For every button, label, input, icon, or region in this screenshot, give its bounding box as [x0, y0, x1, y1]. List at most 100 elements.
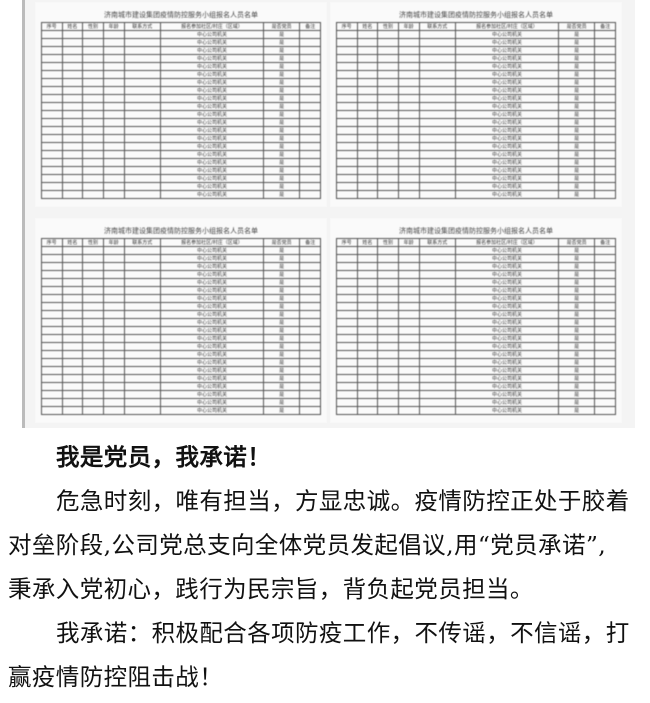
table-row: 中心公司机关是 [335, 38, 617, 47]
table-header: 联系方式 [123, 238, 162, 247]
table-header: 报名参加社区/村庄（区域） [160, 22, 264, 31]
table-row: 中心公司机关是 [40, 334, 322, 343]
table-row: 中心公司机关是 [335, 406, 617, 415]
table-row: 中心公司机关是 [40, 278, 322, 287]
table-row: 中心公司机关是 [335, 366, 617, 375]
table-row: 中心公司机关是 [40, 390, 322, 399]
sheet-title: 济南城市建设集团疫情防控服务小组报名人员名单 [104, 227, 258, 235]
table-row: 中心公司机关是 [40, 182, 322, 191]
table-header: 年龄 [102, 238, 125, 247]
table-row: 中心公司机关是 [335, 374, 617, 383]
table-row: 中心公司机关是 [335, 278, 617, 287]
table-row: 中心公司机关是 [335, 102, 617, 111]
table-row: 中心公司机关是 [40, 30, 322, 39]
table-row: 中心公司机关是 [335, 150, 617, 159]
table-row: 中心公司机关是 [335, 134, 617, 143]
table-row: 中心公司机关是 [335, 326, 617, 335]
table-row: 中心公司机关是 [40, 158, 322, 167]
table-row: 中心公司机关是 [40, 46, 322, 55]
table-row: 中心公司机关是 [40, 318, 322, 327]
table-row: 中心公司机关是 [40, 142, 322, 151]
table-row: 中心公司机关是 [40, 150, 322, 159]
sheet-title: 济南城市建设集团疫情防控服务小组报名人员名单 [399, 11, 553, 19]
table-header: 备注 [594, 238, 617, 247]
table-header: 姓名 [356, 238, 379, 247]
table-row: 中心公司机关是 [40, 134, 322, 143]
table-row: 中心公司机关是 [335, 262, 617, 271]
paragraph-line: 我承诺：积极配合各项防疫工作，不传谣，不信谣，打 [56, 619, 630, 647]
table-row: 中心公司机关是 [40, 190, 322, 199]
table-header: 是否党员 [262, 238, 301, 247]
table-header: 联系方式 [123, 22, 162, 31]
table-header: 报名参加社区/村庄（区域） [455, 238, 559, 247]
table-row: 中心公司机关是 [335, 62, 617, 71]
table-row: 中心公司机关是 [335, 190, 617, 199]
paragraph-line: 赢疫情防控阻击战！ [8, 663, 224, 691]
table-header: 报名参加社区/村庄（区域） [160, 238, 264, 247]
table-header: 序号 [40, 22, 63, 31]
table-row: 中心公司机关是 [40, 382, 322, 391]
table-row: 中心公司机关是 [40, 126, 322, 135]
registration-table: 序号 姓名 性别 年龄 联系方式 报名参加社区/村庄（区域） 是否党员 备注 中心公司机关是中心… [40, 238, 322, 415]
table-row: 中心公司机关是 [40, 54, 322, 63]
table-row: 中心公司机关是 [335, 94, 617, 103]
paragraph-line: 秉承入党初心，践行为民宗旨，背负起党员担当。 [8, 575, 534, 603]
table-row: 中心公司机关是 [335, 54, 617, 63]
table-row: 中心公司机关是 [40, 94, 322, 103]
table-row: 中心公司机关是 [335, 398, 617, 407]
table-header: 性别 [82, 238, 104, 247]
table-row: 中心公司机关是 [335, 270, 617, 279]
sheet-top-left: 济南城市建设集团疫情防控服务小组报名人员名单序号 姓名 性别 年龄 联系方式 报名参加社区… [35, 2, 327, 207]
table-row: 中心公司机关是 [335, 166, 617, 175]
registration-table: 序号 姓名 性别 年龄 联系方式 报名参加社区/村庄（区域） 是否党员 备注 中心公司机关是中心… [335, 238, 617, 415]
table-row: 中心公司机关是 [335, 390, 617, 399]
table-header: 姓名 [356, 22, 379, 31]
table-header: 序号 [335, 238, 358, 247]
table-header: 姓名 [61, 22, 84, 31]
table-row: 中心公司机关是 [335, 126, 617, 135]
table-row: 中心公司机关是 [40, 38, 322, 47]
table-row: 中心公司机关是 [335, 350, 617, 359]
table-header: 报名参加社区/村庄（区域） [455, 22, 559, 31]
table-row: 中心公司机关是 [40, 342, 322, 351]
table-row: 中心公司机关是 [335, 318, 617, 327]
sheet-bottom-left: 济南城市建设集团疫情防控服务小组报名人员名单序号 姓名 性别 年龄 联系方式 报名参加社区… [35, 218, 327, 423]
table-row: 中心公司机关是 [335, 46, 617, 55]
table-row: 中心公司机关是 [40, 78, 322, 87]
table-row: 中心公司机关是 [335, 294, 617, 303]
table-row: 中心公司机关是 [40, 70, 322, 79]
table-row: 中心公司机关是 [335, 342, 617, 351]
table-row: 中心公司机关是 [40, 270, 322, 279]
sheet-top-right: 济南城市建设集团疫情防控服务小组报名人员名单序号 姓名 性别 年龄 联系方式 报名参加社区… [330, 2, 622, 207]
registration-table: 序号 姓名 性别 年龄 联系方式 报名参加社区/村庄（区域） 是否党员 备注 中心公司机关是中心… [40, 22, 322, 199]
table-row: 中心公司机关是 [335, 334, 617, 343]
table-row: 中心公司机关是 [40, 174, 322, 183]
table-row: 中心公司机关是 [40, 366, 322, 375]
table-row: 中心公司机关是 [40, 254, 322, 263]
sheet-title: 济南城市建设集团疫情防控服务小组报名人员名单 [104, 11, 258, 19]
table-row: 中心公司机关是 [40, 246, 322, 255]
table-header: 姓名 [61, 238, 84, 247]
table-row: 中心公司机关是 [40, 294, 322, 303]
table-row: 中心公司机关是 [335, 142, 617, 151]
table-row: 中心公司机关是 [335, 182, 617, 191]
table-header: 是否党员 [262, 22, 301, 31]
table-row: 中心公司机关是 [40, 262, 322, 271]
paragraph-line: 危急时刻，唯有担当，方显忠诚。疫情防控正处于胶着 [56, 487, 630, 515]
table-row: 中心公司机关是 [335, 158, 617, 167]
table-row: 中心公司机关是 [40, 62, 322, 71]
table-row: 中心公司机关是 [40, 326, 322, 335]
table-row: 中心公司机关是 [335, 30, 617, 39]
registration-table: 序号 姓名 性别 年龄 联系方式 报名参加社区/村庄（区域） 是否党员 备注 中心公司机关是中心… [335, 22, 617, 199]
table-row: 中心公司机关是 [40, 102, 322, 111]
table-row: 中心公司机关是 [335, 174, 617, 183]
sheet-title: 济南城市建设集团疫情防控服务小组报名人员名单 [399, 227, 553, 235]
table-header: 联系方式 [418, 22, 457, 31]
table-header: 年龄 [397, 238, 420, 247]
table-header: 是否党员 [557, 238, 596, 247]
table-header: 年龄 [102, 22, 125, 31]
table-row: 中心公司机关是 [40, 374, 322, 383]
table-row: 中心公司机关是 [40, 358, 322, 367]
table-header: 备注 [299, 22, 322, 31]
table-row: 中心公司机关是 [40, 166, 322, 175]
